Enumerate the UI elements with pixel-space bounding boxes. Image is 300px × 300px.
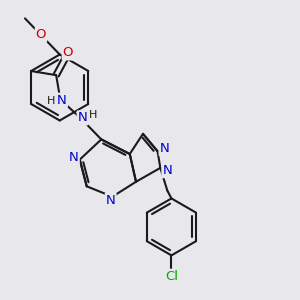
Text: H: H bbox=[46, 96, 55, 106]
Text: N: N bbox=[69, 151, 79, 164]
Text: O: O bbox=[63, 46, 73, 59]
Text: N: N bbox=[162, 164, 172, 177]
Text: N: N bbox=[57, 94, 67, 107]
Text: N: N bbox=[106, 194, 116, 207]
Text: Cl: Cl bbox=[165, 270, 178, 283]
Text: O: O bbox=[36, 28, 46, 41]
Text: H: H bbox=[89, 110, 98, 120]
Text: N: N bbox=[160, 142, 170, 155]
Text: N: N bbox=[78, 111, 87, 124]
